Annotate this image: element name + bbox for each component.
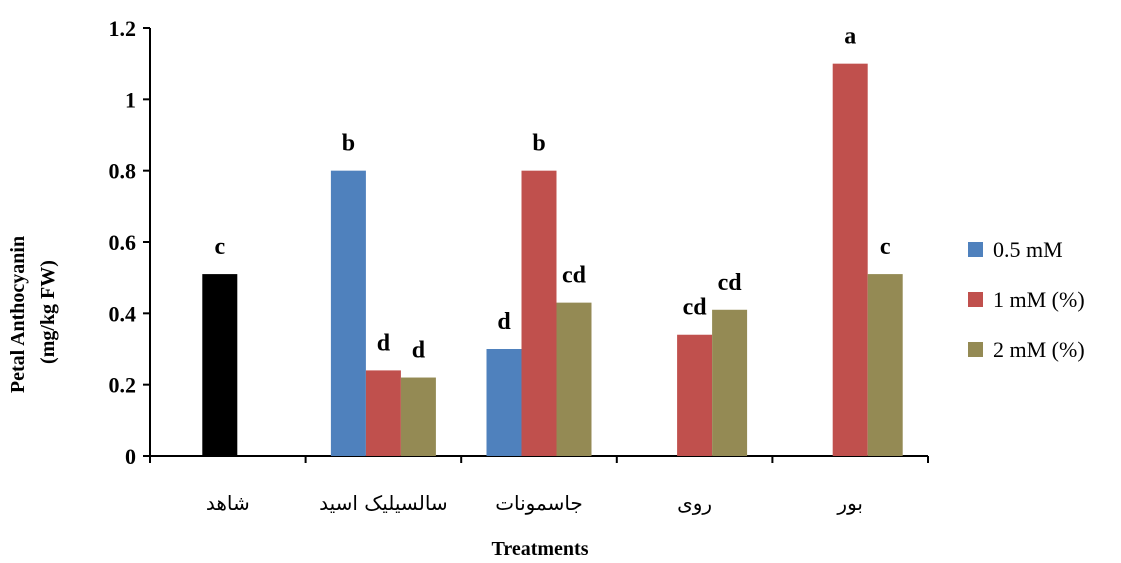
y-axis-title-line1: Petal Anthocyanin: [7, 236, 29, 393]
bar-1-1: [330, 170, 366, 456]
legend-label: 0.5 mM: [993, 237, 1063, 262]
bar-2-1: [365, 370, 401, 456]
y-tick-label: 0.2: [109, 373, 137, 398]
bar-1-2: [486, 349, 522, 456]
legend-label: 2 mM (%): [993, 337, 1085, 362]
significance-label: b: [342, 131, 355, 157]
bar-control: [202, 274, 238, 456]
y-axis-title-line2: (mg/kg FW): [37, 260, 59, 364]
significance-label: cd: [562, 263, 587, 289]
x-axis-title: Treatments: [491, 538, 588, 560]
significance-label: cd: [718, 270, 743, 296]
x-category-label: سالسیلیک اسید: [319, 491, 448, 515]
significance-label: cd: [683, 295, 708, 321]
significance-label: d: [377, 330, 391, 356]
x-category-label: جاسمونات: [495, 491, 583, 515]
significance-label: d: [497, 309, 511, 335]
significance-label: d: [412, 338, 426, 364]
legend: 0.5 mM 1 mM (%) 2 mM (%): [968, 237, 1085, 362]
bar-2-4: [832, 63, 868, 457]
x-category-label: بور: [836, 491, 863, 515]
legend-swatch: [968, 342, 983, 357]
y-tick-label: 0.6: [109, 230, 137, 255]
bar-3-3: [712, 309, 748, 456]
bar-3-4: [867, 274, 903, 456]
y-axis-title: Petal Anthocyanin (mg/kg FW): [7, 231, 59, 393]
x-category-label: روی: [677, 491, 712, 515]
y-tick-label: 0.4: [109, 301, 137, 326]
y-tick-label: 0.8: [109, 159, 137, 184]
legend-swatch: [968, 242, 983, 257]
bar-3-1: [400, 377, 436, 456]
x-category-label: شاهد: [206, 491, 250, 515]
significance-label: a: [844, 24, 856, 50]
y-tick-label: 0: [125, 444, 136, 469]
bar-2-2: [521, 170, 557, 456]
significance-label: c: [880, 234, 891, 260]
legend-swatch: [968, 292, 983, 307]
y-tick-label: 1.2: [109, 16, 137, 41]
bar-2-3: [677, 334, 713, 456]
y-tick-label: 1: [125, 87, 136, 112]
bars: [202, 63, 903, 457]
significance-label: c: [214, 234, 225, 260]
legend-label: 1 mM (%): [993, 287, 1085, 312]
significance-label: b: [532, 131, 545, 157]
axes: 0 0.2 0.4 0.6 0.8 1 1.2 شاهد سالسیلیک اسید جاسمون…: [109, 16, 929, 515]
bar-3-2: [556, 302, 592, 456]
